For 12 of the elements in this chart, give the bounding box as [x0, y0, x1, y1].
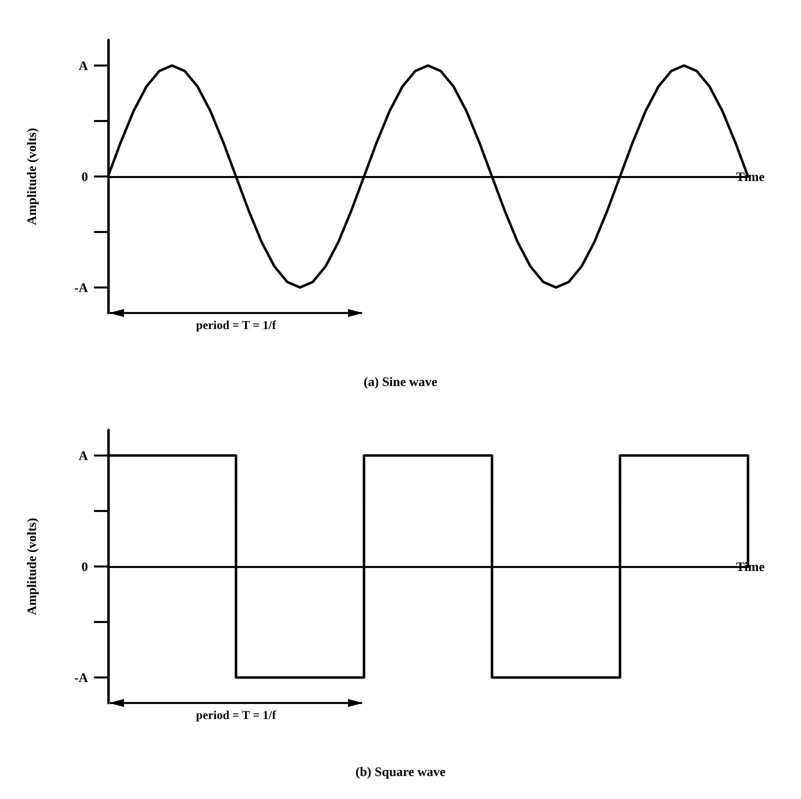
text: period = T = 1/f	[196, 708, 277, 722]
text: 0	[82, 559, 88, 574]
y-axis-title: Amplitude (volts)	[24, 518, 39, 616]
text: -A	[74, 670, 89, 685]
text: period = T = 1/f	[196, 318, 277, 332]
text: 0	[82, 169, 88, 184]
text: A	[78, 58, 89, 74]
text: (a) Sine wave	[364, 374, 438, 389]
text: (b) Square wave	[355, 764, 446, 779]
text: -A	[74, 280, 89, 295]
text: A	[78, 448, 89, 464]
y-axis-title: Amplitude (volts)	[24, 128, 39, 226]
